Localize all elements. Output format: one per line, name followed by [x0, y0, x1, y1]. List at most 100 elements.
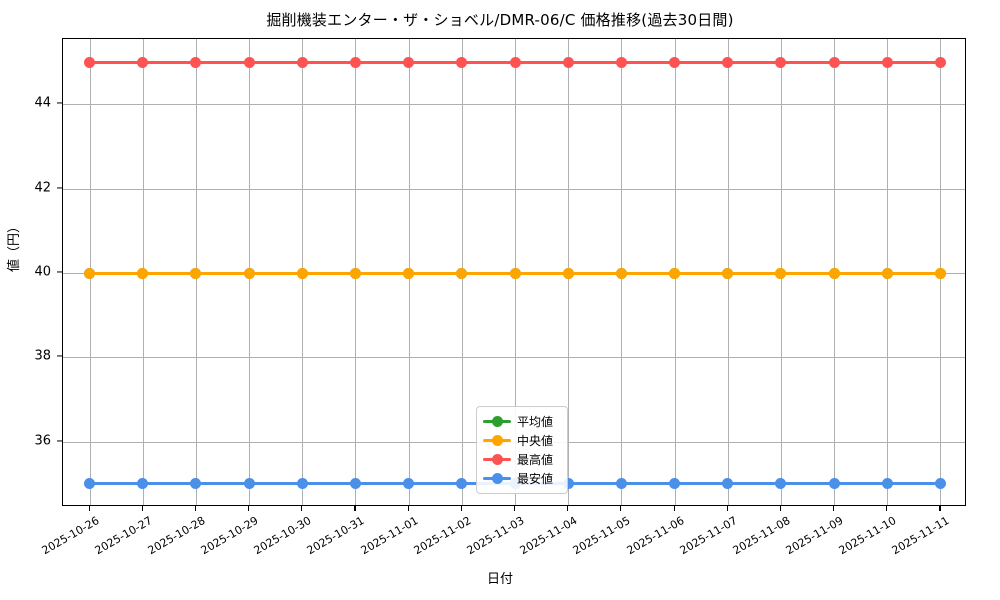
series-line-segment — [89, 271, 143, 275]
series-line-segment — [408, 482, 462, 486]
series-line-segment — [195, 482, 250, 486]
data-point-marker — [881, 478, 893, 490]
x-axis-tick-label: 2025-10-27 — [92, 514, 155, 558]
y-axis-tick-label: 44 — [34, 95, 51, 111]
data-point-marker — [669, 56, 681, 68]
series-layer — [63, 39, 965, 505]
series-line-segment — [302, 271, 356, 275]
data-point-marker — [296, 267, 308, 279]
x-axis-tick-label: 2025-11-09 — [783, 514, 846, 558]
data-series — [63, 39, 965, 505]
data-point-marker — [137, 478, 149, 490]
data-point-marker — [775, 267, 787, 279]
x-axis-tick-label: 2025-11-08 — [730, 514, 793, 558]
legend-item[interactable]: 最安値 — [483, 469, 560, 488]
y-axis-tick-group: 36 38 40 42 44 — [0, 38, 62, 506]
x-axis-tick-label: 2025-11-03 — [464, 514, 527, 558]
plot-area — [62, 38, 966, 506]
series-line-segment — [568, 271, 622, 275]
x-axis-tick-mark — [886, 506, 888, 511]
series-line-segment — [621, 271, 675, 275]
y-axis-tick-mark — [57, 355, 62, 357]
data-point-marker — [296, 56, 308, 68]
x-axis-tick-mark — [88, 506, 90, 511]
x-axis-tick-mark — [567, 506, 569, 511]
x-axis-tick-mark — [833, 506, 835, 511]
series-line-segment — [142, 482, 196, 486]
gridline-horizontal — [63, 357, 965, 359]
data-point-marker — [456, 267, 468, 279]
legend-item-label: 最安値 — [517, 471, 554, 486]
x-axis-tick-mark — [354, 506, 356, 511]
x-axis-tick-mark — [939, 506, 941, 511]
y-axis-tick-label: 40 — [34, 264, 51, 280]
series-line-segment — [461, 60, 515, 64]
x-axis-tick-mark — [460, 506, 462, 511]
series-line-segment — [142, 60, 196, 64]
legend-item[interactable]: 中央値 — [483, 431, 560, 450]
x-axis-tick-mark — [407, 506, 409, 511]
series-line-segment — [249, 271, 303, 275]
series-line-segment — [568, 482, 622, 486]
series-line-segment — [780, 482, 835, 486]
series-line-segment — [834, 482, 888, 486]
series-line-segment — [89, 60, 143, 64]
series-line-segment — [89, 482, 143, 486]
x-axis-tick-label: 2025-10-30 — [251, 514, 314, 558]
legend-item[interactable]: 最高値 — [483, 450, 560, 469]
legend-item-label: 最高値 — [517, 452, 554, 467]
series-line-segment — [302, 60, 356, 64]
data-point-marker — [456, 56, 468, 68]
data-point-marker — [190, 56, 202, 68]
series-line-segment — [887, 271, 941, 275]
x-axis-tick-mark — [726, 506, 728, 511]
data-point-marker — [934, 56, 946, 68]
series-line-segment — [515, 271, 569, 275]
series-line-segment — [674, 60, 728, 64]
y-axis-tick-mark — [57, 187, 62, 189]
series-line-segment — [249, 60, 303, 64]
series-line-segment — [621, 482, 675, 486]
data-point-marker — [615, 267, 627, 279]
series-line-segment — [355, 271, 409, 275]
data-point-marker — [881, 56, 893, 68]
data-point-marker — [190, 267, 202, 279]
data-point-marker — [562, 56, 574, 68]
data-point-marker — [349, 267, 361, 279]
data-point-marker — [934, 267, 946, 279]
data-point-marker — [828, 478, 840, 490]
series-line-segment — [887, 482, 941, 486]
data-point-marker — [669, 478, 681, 490]
data-point-marker — [403, 478, 415, 490]
series-line-segment — [780, 60, 835, 64]
series-line-segment — [674, 271, 728, 275]
series-line-segment — [887, 60, 941, 64]
gridline-horizontal — [63, 104, 965, 106]
data-point-marker — [775, 478, 787, 490]
data-point-marker — [243, 56, 255, 68]
x-axis-tick-mark — [301, 506, 303, 511]
x-axis-tick-mark — [620, 506, 622, 511]
legend-item[interactable]: 平均値 — [483, 412, 560, 431]
series-line-segment — [515, 60, 569, 64]
x-axis-tick-label: 2025-10-29 — [198, 514, 261, 558]
legend-marker-icon — [483, 416, 511, 427]
data-point-marker — [881, 267, 893, 279]
data-point-marker — [243, 267, 255, 279]
x-axis-tick-label: 2025-11-11 — [890, 514, 952, 558]
y-axis-tick-label: 38 — [34, 348, 51, 364]
data-point-marker — [137, 56, 149, 68]
data-point-marker — [456, 478, 468, 490]
data-point-marker — [403, 267, 415, 279]
data-point-marker — [403, 56, 415, 68]
y-axis-tick-mark — [57, 271, 62, 273]
y-axis-tick-mark — [57, 440, 62, 442]
series-line-segment — [674, 482, 728, 486]
x-axis-tick-label: 2025-10-26 — [39, 514, 102, 558]
data-point-marker — [349, 478, 361, 490]
y-axis-tick-label: 42 — [34, 180, 51, 196]
data-point-marker — [190, 478, 202, 490]
y-axis-tick-label: 36 — [34, 433, 51, 449]
y-axis-tick-mark — [57, 102, 62, 104]
